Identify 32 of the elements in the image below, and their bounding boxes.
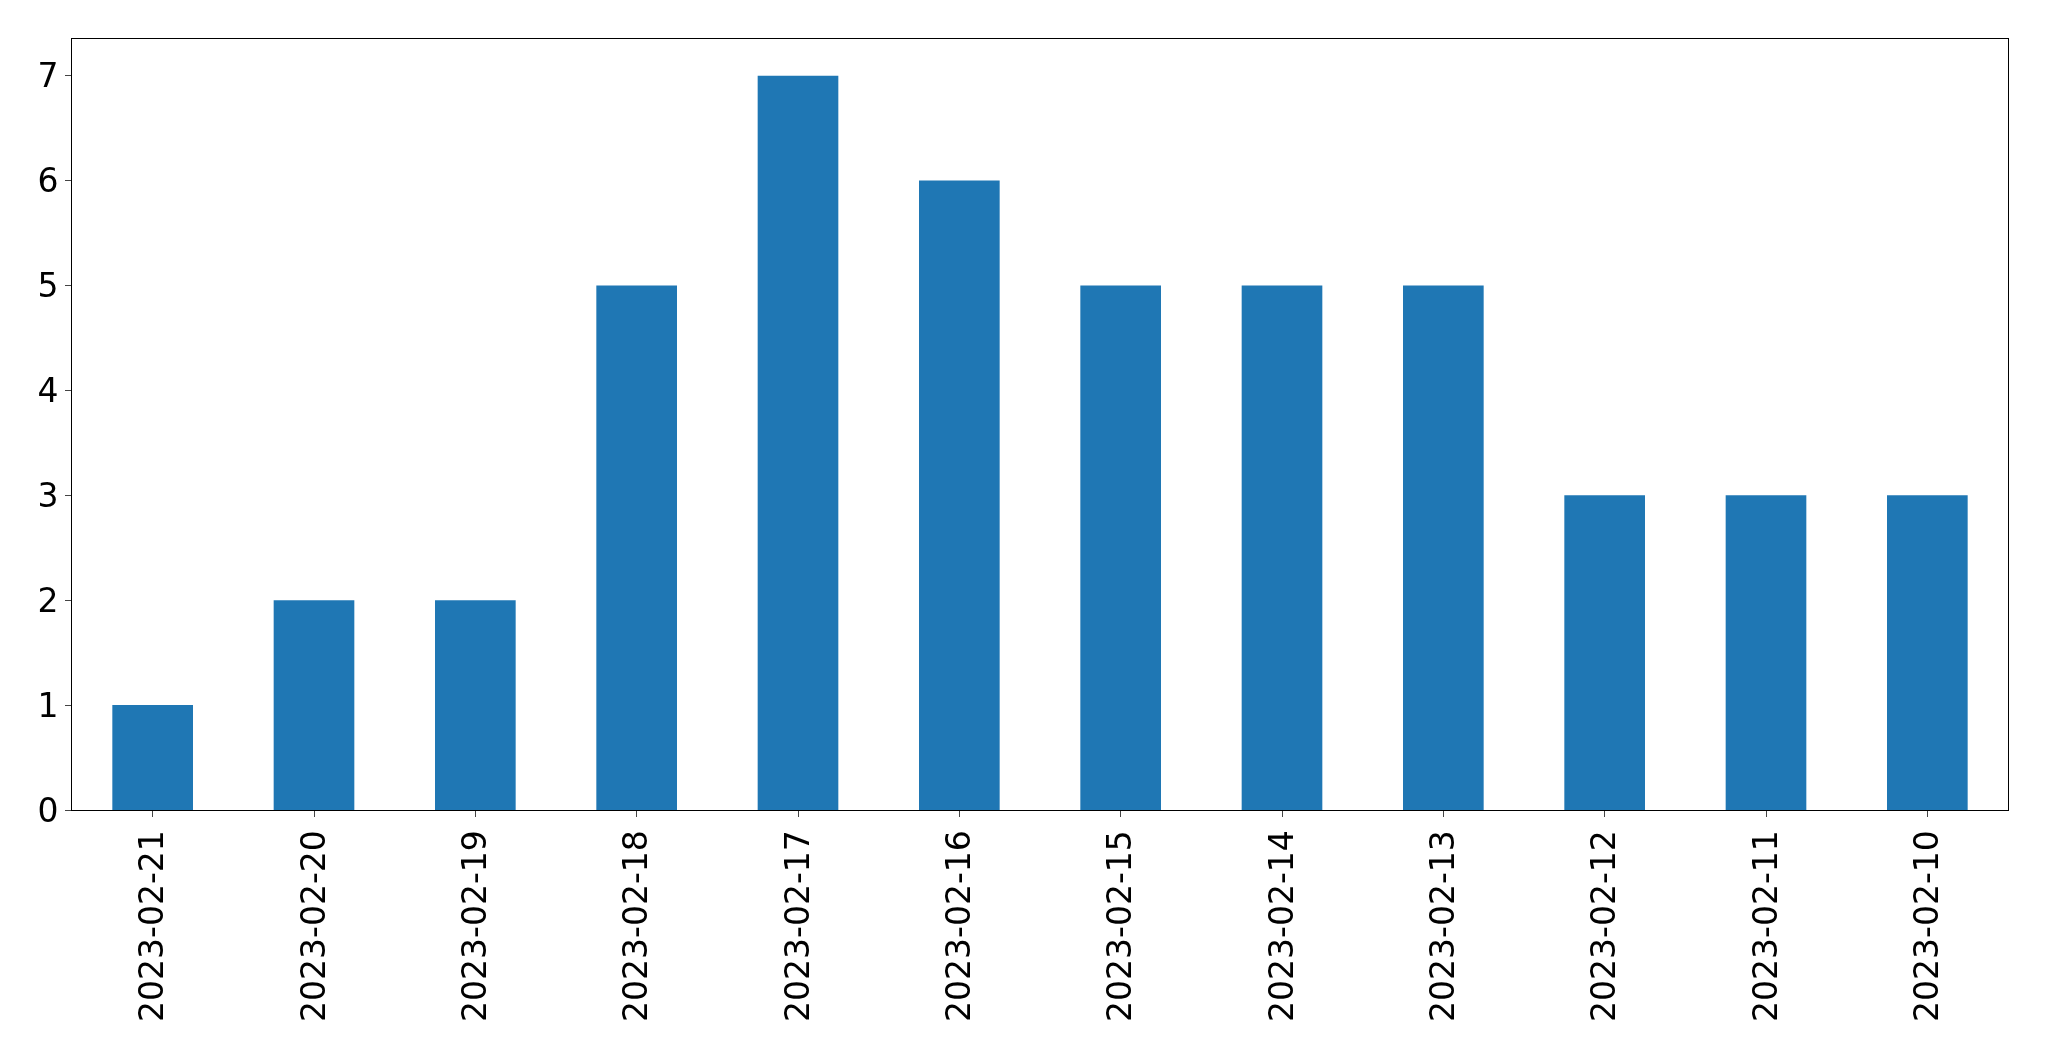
bar xyxy=(1564,495,1645,810)
y-tick-label: 6 xyxy=(37,161,59,201)
x-tick-label: 2023-02-10 xyxy=(1907,830,1947,1022)
x-tick-label: 2023-02-13 xyxy=(1423,830,1463,1022)
bar xyxy=(757,75,839,810)
x-tick-label: 2023-02-12 xyxy=(1584,830,1624,1022)
y-tick-label: 2 xyxy=(37,580,59,620)
x-tick-label: 2023-02-16 xyxy=(939,830,979,1022)
bar xyxy=(273,600,355,810)
bar xyxy=(435,600,516,810)
x-tick-label: 2023-02-19 xyxy=(455,830,495,1022)
y-tick-label: 1 xyxy=(37,685,59,725)
bar xyxy=(1080,285,1161,810)
x-tick-label: 2023-02-14 xyxy=(1261,830,1301,1022)
y-tick-label: 0 xyxy=(37,790,59,830)
bar xyxy=(919,180,1000,810)
x-tick-label: 2023-02-18 xyxy=(616,830,656,1022)
x-tick-label: 2023-02-20 xyxy=(293,830,333,1022)
x-tick-label: 2023-02-17 xyxy=(777,830,817,1022)
bar xyxy=(596,285,677,810)
bar xyxy=(1403,285,1484,810)
bar xyxy=(112,705,193,810)
y-tick-label: 3 xyxy=(37,475,59,515)
bar xyxy=(1725,495,1807,810)
x-tick-label: 2023-02-15 xyxy=(1100,830,1140,1022)
y-tick-label: 4 xyxy=(37,370,59,410)
bar xyxy=(1887,495,1968,810)
x-tick-label: 2023-02-11 xyxy=(1745,830,1785,1022)
x-tick-label: 2023-02-21 xyxy=(132,830,172,1022)
y-tick-label: 5 xyxy=(37,266,59,306)
y-tick-label: 7 xyxy=(37,56,59,96)
bar xyxy=(1241,285,1323,810)
